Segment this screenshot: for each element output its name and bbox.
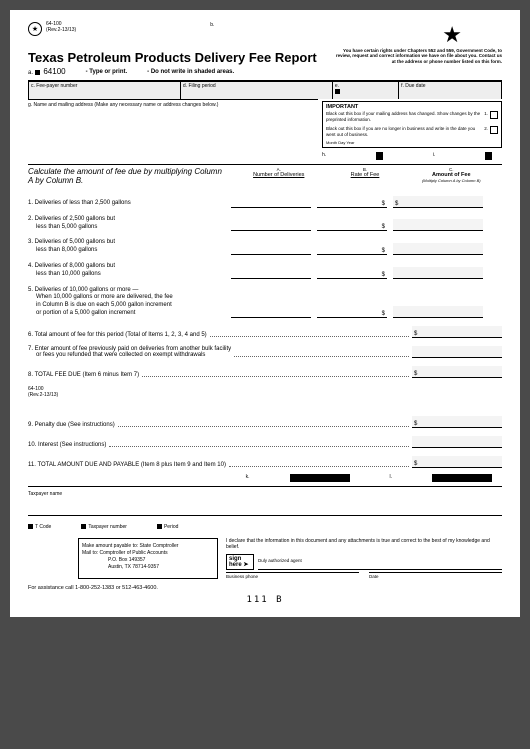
- instruction-row: a. 64100 - Type or print. - Do not write…: [28, 67, 502, 76]
- important-line2: Black out this box if you are no longer …: [326, 126, 482, 138]
- item-6-c[interactable]: $: [412, 326, 502, 338]
- item-1-desc: 1. Deliveries of less than 2,500 gallons: [28, 200, 228, 208]
- item-8: 8. TOTAL FEE DUE (Item 6 minus Item 7) $: [28, 362, 502, 382]
- item-5: 5. Deliveries of 10,000 gallons or more …: [28, 283, 502, 322]
- item-9-c[interactable]: $: [412, 416, 502, 428]
- item-10-c[interactable]: [412, 436, 502, 448]
- form-rev-text: (Rev.2-13/13): [46, 28, 76, 34]
- star-icon: ★: [442, 22, 462, 48]
- item-9: 9. Penalty due (See instructions) $: [28, 412, 502, 432]
- item-3-b[interactable]: $: [317, 243, 387, 255]
- state-seal-icon: ★: [28, 22, 42, 36]
- mid-form-ref: 64-100(Rev.2-13/13): [28, 386, 502, 398]
- item-5-c[interactable]: [393, 306, 483, 318]
- form-number: 64-100 (Rev.2-13/13): [46, 22, 76, 33]
- item-2-c[interactable]: [393, 219, 483, 231]
- item-1-c[interactable]: $: [393, 196, 483, 208]
- important-line1: Black out this box if your mailing addre…: [326, 111, 482, 123]
- a-label: a. 64100: [28, 67, 66, 76]
- item-11-c[interactable]: $: [412, 456, 502, 468]
- field-c: c. Fee-payer number: [28, 81, 180, 99]
- item-2-a[interactable]: [231, 219, 311, 231]
- item-3: 3. Deliveries of 5,000 gallons butless t…: [28, 235, 502, 259]
- item-7-c[interactable]: [412, 346, 502, 358]
- col-b-header: B.Rate of Fee: [329, 167, 400, 186]
- form-title: Texas Petroleum Products Delivery Fee Re…: [28, 50, 317, 65]
- leg-taxnum: Taxpayer number: [81, 524, 127, 530]
- item-2-b[interactable]: $: [317, 219, 387, 231]
- item-7: 7. Enter amount of fee previously paid o…: [28, 342, 502, 362]
- item-10: 10. Interest (See instructions): [28, 432, 502, 452]
- item-1-b[interactable]: $: [317, 196, 387, 208]
- fields-row-1: c. Fee-payer number d. Filing period e. …: [28, 80, 502, 99]
- leg-period: Period: [157, 524, 178, 530]
- legend-row: T Code Taxpayer number Period: [28, 524, 502, 530]
- important-heading: IMPORTANT: [326, 104, 498, 111]
- item-4-b[interactable]: $: [317, 267, 387, 279]
- item-5-desc: 5. Deliveries of 10,000 gallons or more …: [28, 287, 228, 318]
- print-mark: 111 B: [28, 595, 502, 605]
- calc-header: Calculate the amount of fee due by multi…: [28, 164, 502, 192]
- mail-box: Make amount payable to: State Comptrolle…: [78, 538, 218, 579]
- col-c-header: C.Amount of Fee(Multiply Column A by Col…: [401, 167, 502, 186]
- signature-area: Make amount payable to: State Comptrolle…: [28, 538, 502, 579]
- rights-text: You have certain rights under Chapters 5…: [336, 48, 502, 64]
- bphone-line[interactable]: Business phone: [226, 572, 359, 579]
- date-line[interactable]: Date: [369, 572, 502, 579]
- black-bar-row: h. i.: [322, 152, 502, 160]
- item-6: 6. Total amount of fee for this period (…: [28, 322, 502, 342]
- type-print: - Type or print.: [86, 69, 128, 75]
- item-1-a[interactable]: [231, 196, 311, 208]
- top-row: ★ 64-100 (Rev.2-13/13) b. ★: [28, 22, 502, 48]
- item-4-c[interactable]: [393, 267, 483, 279]
- box-b-label: b.: [210, 22, 214, 28]
- assistance-line: For assistance call 1-800-252-1383 or 51…: [28, 585, 502, 591]
- item-1: 1. Deliveries of less than 2,500 gallons…: [28, 192, 502, 212]
- agent-line[interactable]: Duly authorized agent: [258, 556, 502, 570]
- item-4-a[interactable]: [231, 267, 311, 279]
- field-f: f. Due date: [398, 81, 502, 99]
- item-3-a[interactable]: [231, 243, 311, 255]
- col-a-header: A.Number of Deliveries: [228, 167, 329, 186]
- item-4: 4. Deliveries of 8,000 gallons butless t…: [28, 259, 502, 283]
- checkbox-2[interactable]: [490, 126, 498, 134]
- item-8-c[interactable]: $: [412, 366, 502, 378]
- field-g-label: g. Name and mailing address (Make any ne…: [28, 102, 318, 108]
- declaration: I declare that the information in this d…: [226, 538, 502, 551]
- leg-tcode: T Code: [28, 524, 51, 530]
- mdy-labels: Month Day Year: [326, 140, 498, 145]
- item-11: 11. TOTAL AMOUNT DUE AND PAYABLE (Item 8…: [28, 452, 502, 472]
- black-bar-row-2: k. l.: [28, 474, 502, 482]
- item-3-desc: 3. Deliveries of 5,000 gallons butless t…: [28, 239, 228, 255]
- item-3-c[interactable]: [393, 243, 483, 255]
- item-5-b[interactable]: $: [317, 306, 387, 318]
- signature-block: I declare that the information in this d…: [226, 538, 502, 579]
- item-2-desc: 2. Deliveries of 2,500 gallons butless t…: [28, 216, 228, 232]
- no-shaded: - Do not write in shaded areas.: [147, 69, 234, 75]
- item-2: 2. Deliveries of 2,500 gallons butless t…: [28, 212, 502, 236]
- rights-notice: You have certain rights under Chapters 5…: [332, 48, 502, 64]
- item-4-desc: 4. Deliveries of 8,000 gallons butless t…: [28, 263, 228, 279]
- sign-here-icon: sign here ➤: [226, 554, 254, 570]
- field-d: d. Filing period: [180, 81, 332, 99]
- address-area[interactable]: g. Name and mailing address (Make any ne…: [28, 99, 318, 149]
- important-box: IMPORTANT Black out this box if your mai…: [322, 101, 502, 148]
- form-page: ★ 64-100 (Rev.2-13/13) b. ★ Texas Petrol…: [10, 10, 520, 617]
- item-5-a[interactable]: [231, 306, 311, 318]
- checkbox-1[interactable]: [490, 111, 498, 119]
- field-e: e.: [332, 81, 398, 99]
- calc-instruction: Calculate the amount of fee due by multi…: [28, 167, 228, 186]
